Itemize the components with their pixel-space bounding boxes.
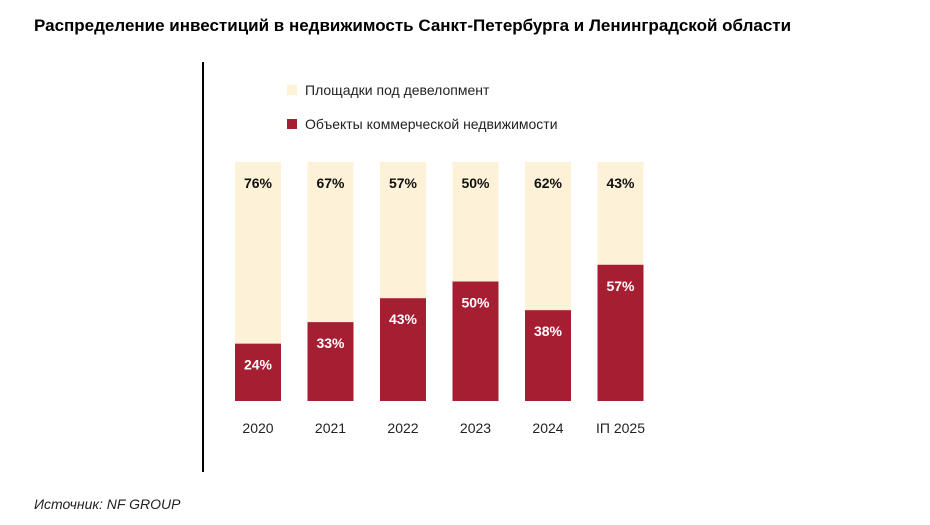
bar-commercial-0 xyxy=(235,343,281,401)
legend-item-development: Площадки под девелопмент xyxy=(287,82,489,98)
bar-commercial-3 xyxy=(452,281,499,401)
legend-label-development: Площадки под девелопмент xyxy=(305,82,490,98)
label-commercial-1: 33% xyxy=(316,335,345,351)
label-development-3: 50% xyxy=(461,175,490,191)
x-tick-label-1: 2021 xyxy=(315,420,346,436)
legend-item-commercial: Объекты коммерческой недвижимости xyxy=(287,116,558,132)
chart-title: Распределение инвестиций в недвижимость … xyxy=(34,16,792,35)
vertical-divider xyxy=(202,62,204,472)
x-tick-label-3: 2023 xyxy=(460,420,491,436)
label-development-4: 62% xyxy=(534,175,563,191)
x-tick-label-4: 2024 xyxy=(532,420,563,436)
label-commercial-4: 38% xyxy=(534,323,563,339)
label-development-0: 76% xyxy=(244,175,273,191)
bar-development-5 xyxy=(597,162,644,265)
label-commercial-0: 24% xyxy=(244,357,273,373)
x-tick-label-2: 2022 xyxy=(387,420,418,436)
bar-commercial-5 xyxy=(597,264,644,401)
bar-development-1 xyxy=(307,162,354,323)
bar-commercial-4 xyxy=(525,310,571,401)
bar-development-0 xyxy=(235,162,281,344)
label-development-2: 57% xyxy=(389,175,418,191)
label-development-5: 43% xyxy=(606,175,635,191)
bar-development-4 xyxy=(525,162,571,311)
legend-swatch-development xyxy=(287,85,297,95)
label-commercial-5: 57% xyxy=(606,278,635,294)
label-development-1: 67% xyxy=(316,175,345,191)
bar-commercial-1 xyxy=(307,322,354,401)
source-note: Источник: NF GROUP xyxy=(34,496,181,512)
bar-development-3 xyxy=(452,162,499,282)
label-commercial-3: 50% xyxy=(461,295,490,311)
label-commercial-2: 43% xyxy=(389,311,418,327)
legend-label-commercial: Объекты коммерческой недвижимости xyxy=(305,116,558,132)
x-tick-label-0: 2020 xyxy=(242,420,273,436)
x-tick-label-5: IП 2025 xyxy=(596,420,645,436)
legend-swatch-commercial xyxy=(287,119,297,129)
bar-development-2 xyxy=(380,162,426,299)
bar-commercial-2 xyxy=(380,298,426,401)
